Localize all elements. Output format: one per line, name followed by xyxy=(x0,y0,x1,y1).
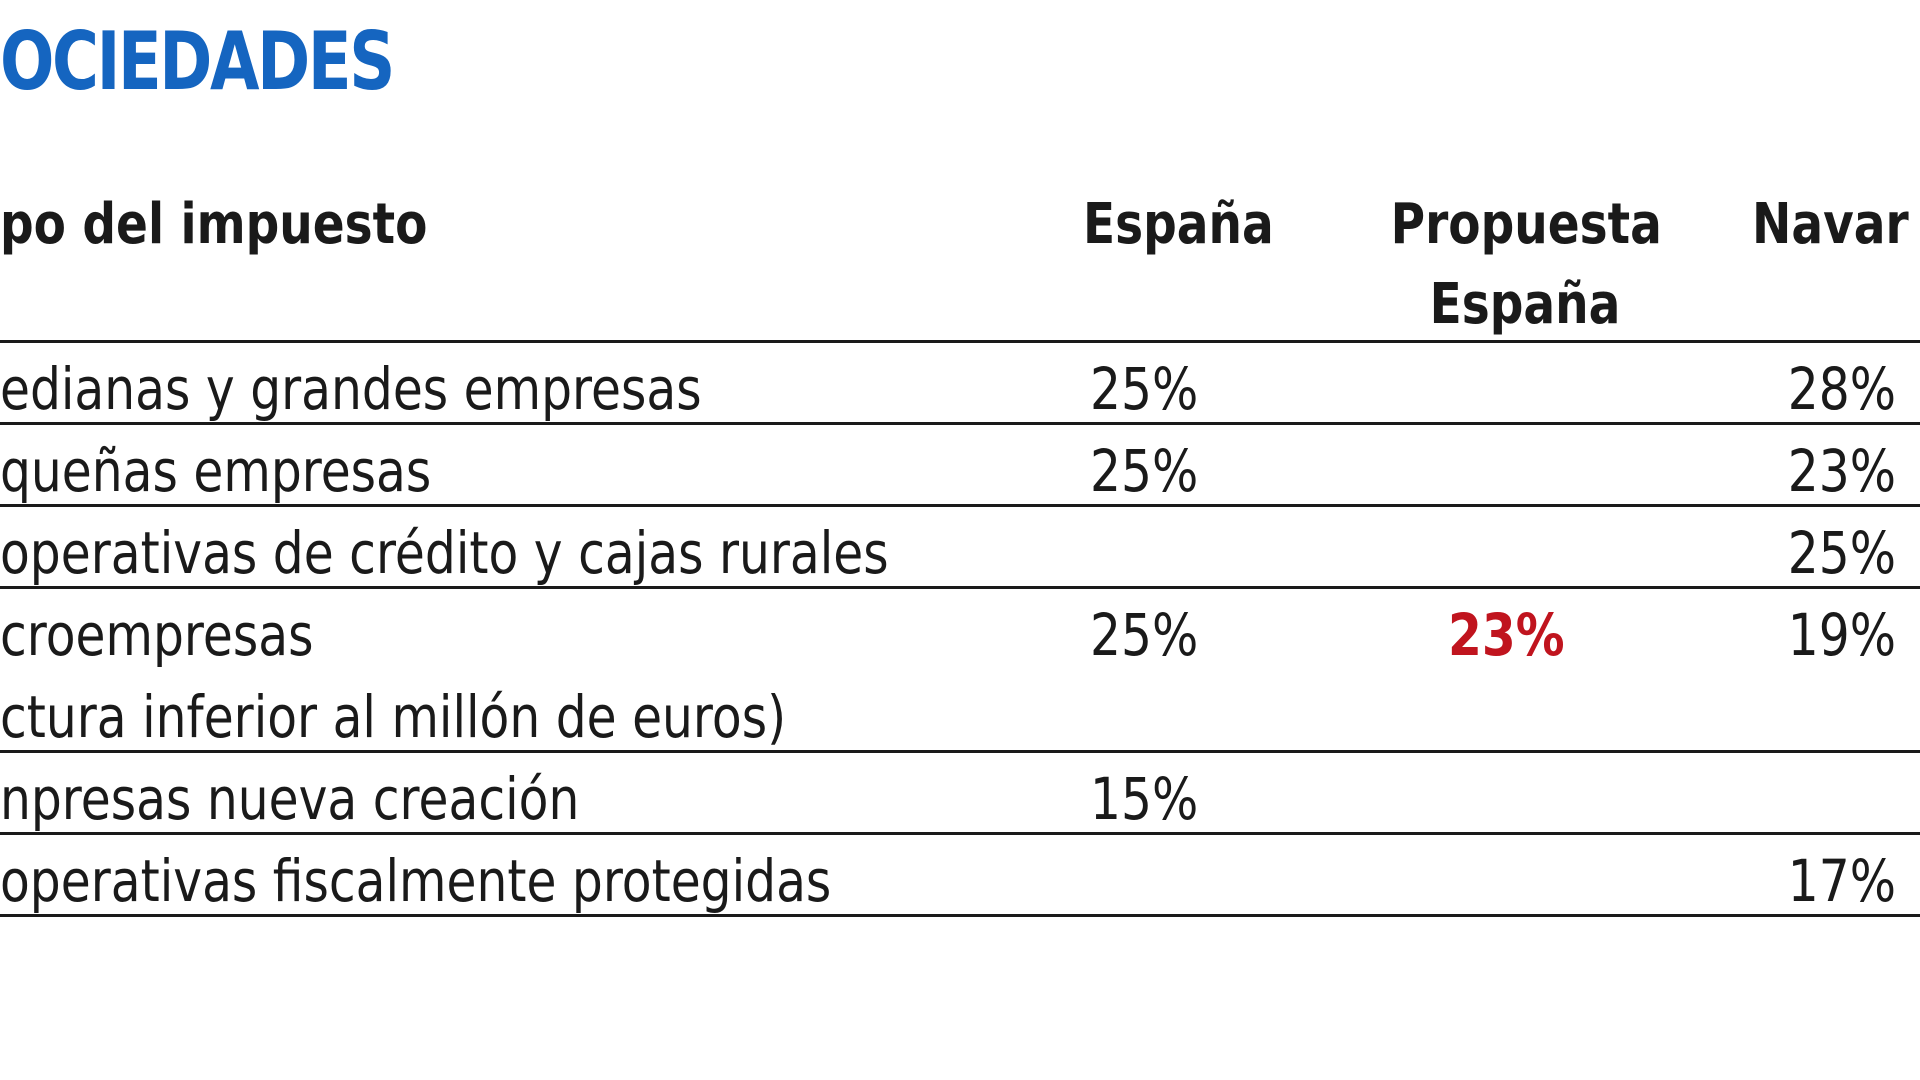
row-label-line2: ctura inferior al millón de euros) xyxy=(0,683,787,751)
cell-propuesta: 23% xyxy=(1448,601,1565,669)
header-propuesta-line2: España xyxy=(1429,272,1621,337)
header-navarra: Navar xyxy=(1752,192,1909,257)
table-rule xyxy=(0,832,1920,835)
row-label: operativas fiscalmente protegidas xyxy=(0,847,832,915)
cell-espana: 25% xyxy=(1090,437,1199,505)
row-label: operativas de crédito y cajas rurales xyxy=(0,519,889,587)
cell-navarra: 19% xyxy=(1787,601,1896,669)
header-espana: España xyxy=(1083,192,1274,257)
row-label: npresas nueva creación xyxy=(0,765,580,833)
table-rule xyxy=(0,750,1920,753)
cell-navarra: 28% xyxy=(1787,355,1896,423)
table-rule xyxy=(0,586,1920,589)
row-label: edianas y grandes empresas xyxy=(0,355,702,423)
table-rule xyxy=(0,340,1920,343)
cell-espana: 25% xyxy=(1090,601,1199,669)
cell-navarra: 25% xyxy=(1787,519,1896,587)
cell-espana: 15% xyxy=(1090,765,1199,833)
page-title: OCIEDADES xyxy=(0,15,395,108)
row-label: croempresas xyxy=(0,601,314,669)
table-rule xyxy=(0,914,1920,917)
header-tax-type: po del impuesto xyxy=(0,192,428,257)
row-label: queñas empresas xyxy=(0,437,432,505)
header-propuesta-line1: Propuesta xyxy=(1390,192,1662,257)
table-rule xyxy=(0,422,1920,425)
cell-espana: 25% xyxy=(1090,355,1199,423)
cell-navarra: 23% xyxy=(1787,437,1896,505)
table-rule xyxy=(0,504,1920,507)
cell-navarra: 17% xyxy=(1787,847,1896,915)
